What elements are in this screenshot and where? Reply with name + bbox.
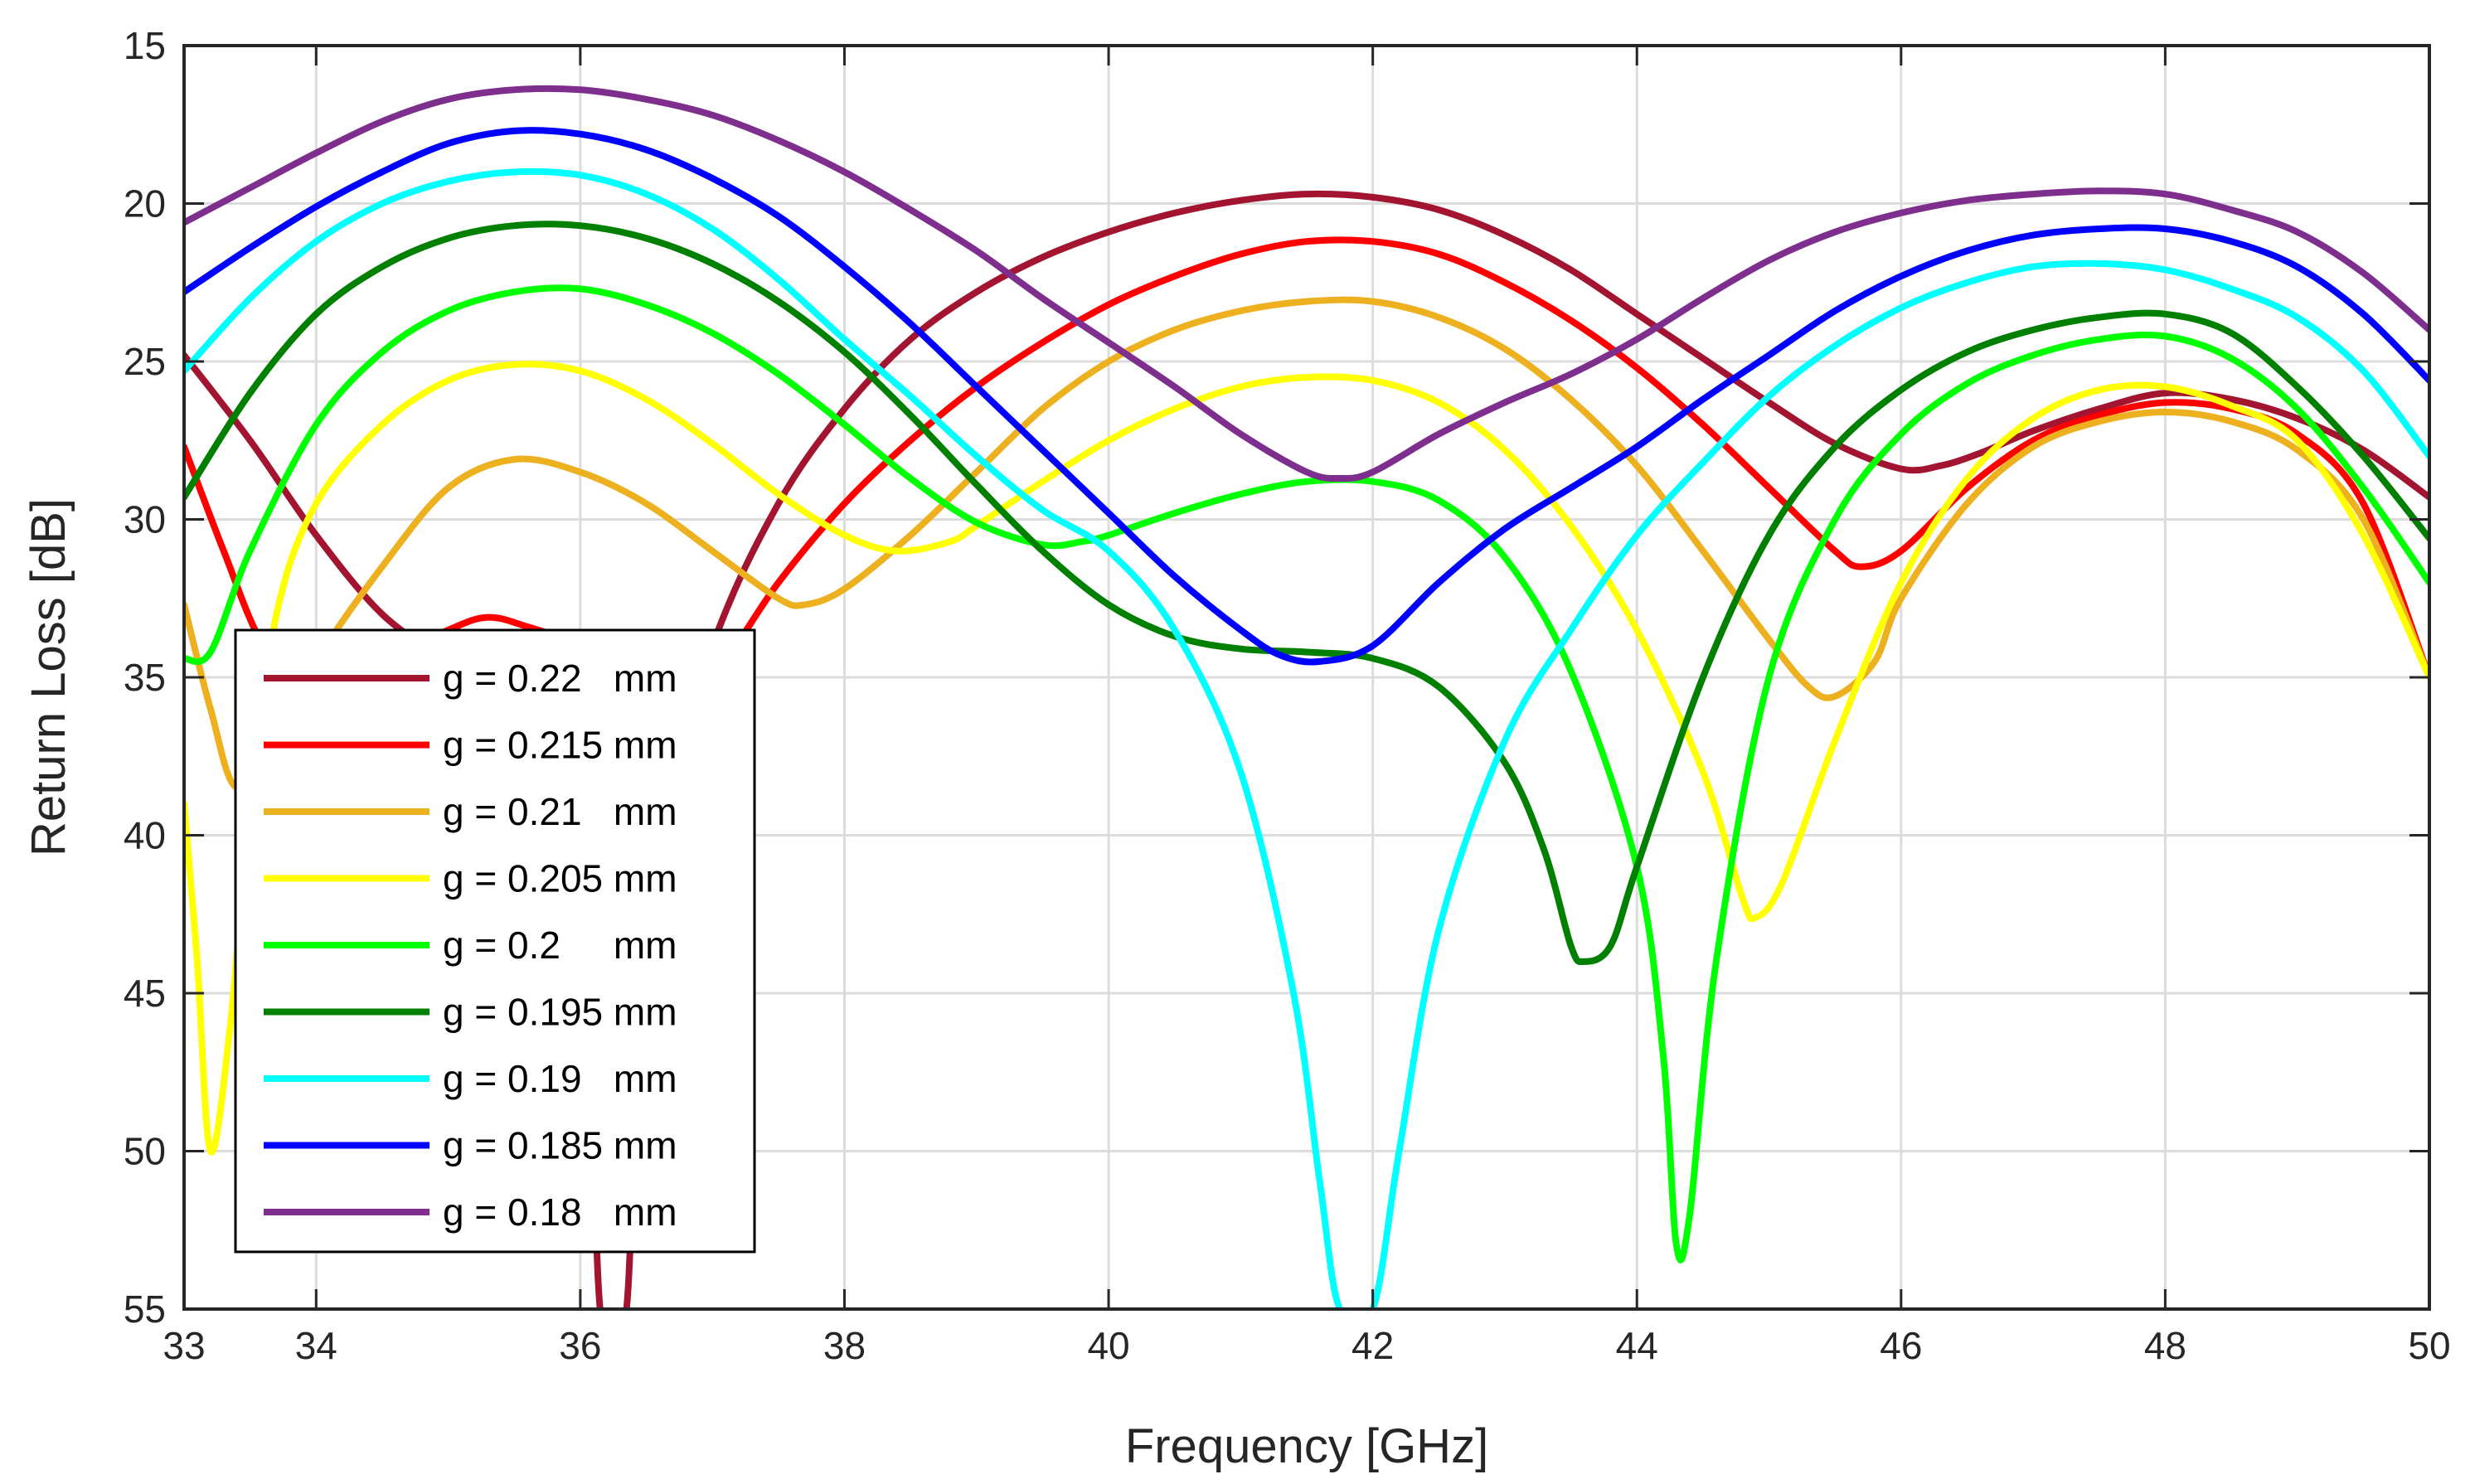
series-line-2 bbox=[184, 296, 2429, 792]
legend-label-4: g = 0.2 mm bbox=[443, 924, 677, 967]
series-line-7 bbox=[184, 127, 2429, 666]
x-tick-label: 34 bbox=[295, 1324, 337, 1367]
series-line-6 bbox=[184, 167, 2429, 1309]
y-tick-label: 35 bbox=[124, 656, 166, 699]
legend-label-1: g = 0.215 mm bbox=[443, 724, 677, 767]
x-tick-label: 48 bbox=[2144, 1324, 2186, 1367]
legend-label-6: g = 0.19 mm bbox=[443, 1057, 677, 1100]
x-tick-label: 42 bbox=[1351, 1324, 1394, 1367]
y-tick-label: 45 bbox=[124, 972, 166, 1015]
y-tick-label: 50 bbox=[124, 1130, 166, 1173]
legend-label-3: g = 0.205 mm bbox=[443, 857, 677, 900]
x-tick-label: 36 bbox=[559, 1324, 601, 1367]
y-axis-label: Return Loss [dB] bbox=[22, 498, 75, 856]
legend-label-2: g = 0.21 mm bbox=[443, 790, 677, 833]
y-tick-label: 55 bbox=[124, 1288, 166, 1331]
series-line-8 bbox=[184, 85, 2429, 483]
grid bbox=[184, 46, 2429, 1309]
axis-ticks: 33 34 36 38 40 42 44 46 48 50 15 20 25 30 35 40 45 50 55 bbox=[124, 24, 2451, 1367]
legend-label-0: g = 0.22 mm bbox=[443, 657, 677, 700]
x-tick-label: 50 bbox=[2408, 1324, 2450, 1367]
y-tick-label: 30 bbox=[124, 498, 166, 541]
x-tick-label: 33 bbox=[163, 1324, 205, 1367]
x-tick-label: 38 bbox=[823, 1324, 866, 1367]
legend-label-7: g = 0.185 mm bbox=[443, 1124, 677, 1167]
series-line-1 bbox=[184, 236, 2429, 713]
x-axis-label: Frequency [GHz] bbox=[1125, 1419, 1488, 1473]
legend-label-5: g = 0.195 mm bbox=[443, 991, 677, 1034]
series-line-5 bbox=[184, 221, 2429, 966]
y-tick-label: 40 bbox=[124, 814, 166, 857]
x-tick-label: 44 bbox=[1616, 1324, 1658, 1367]
series-line-4 bbox=[184, 284, 2429, 1263]
x-tick-label: 46 bbox=[1880, 1324, 1922, 1367]
y-tick-label: 15 bbox=[124, 24, 166, 67]
legend-label-8: g = 0.18 mm bbox=[443, 1191, 677, 1234]
y-tick-label: 20 bbox=[124, 182, 166, 226]
legend: g = 0.22 mm g = 0.215 mm g = 0.21 mm g = 0.… bbox=[234, 628, 756, 1254]
x-tick-label: 40 bbox=[1087, 1324, 1129, 1367]
y-tick-label: 25 bbox=[124, 340, 166, 383]
